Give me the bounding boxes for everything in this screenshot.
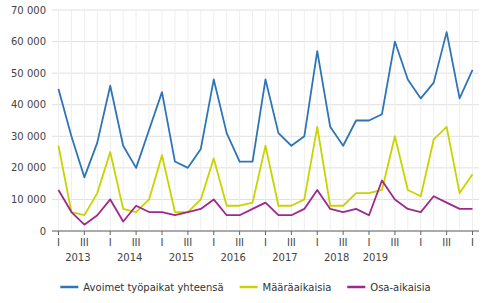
legend-label: Avoimet työpaikat yhteensä — [83, 282, 223, 293]
x-tick — [317, 231, 318, 235]
x-tick-label: III — [287, 237, 296, 248]
y-tick-label: 50 000 — [11, 68, 46, 79]
plot-area — [58, 32, 472, 225]
x-tick — [291, 231, 292, 235]
legend-item: Avoimet työpaikat yhteensä — [60, 282, 223, 293]
grid-line — [174, 10, 175, 231]
x-tick — [239, 231, 240, 235]
x-tick-label: I — [109, 237, 112, 248]
y-tick-label: 40 000 — [11, 99, 46, 110]
x-tick-label: I — [264, 237, 267, 248]
legend-label: Määräaikaisia — [263, 282, 332, 293]
x-axis — [52, 231, 479, 232]
grid-line — [136, 10, 137, 231]
grid-line — [213, 10, 214, 231]
x-tick — [394, 231, 395, 235]
annotation: 2014 — [117, 252, 142, 263]
y-tick-label: 60 000 — [11, 36, 46, 47]
y-tick-label: 30 000 — [11, 131, 46, 142]
x-tick — [161, 231, 162, 235]
legend-item: Osa-aikaisia — [347, 282, 430, 293]
grid-line — [84, 10, 85, 231]
grid-line — [58, 10, 59, 231]
grid-line — [110, 10, 111, 231]
x-tick-label: III — [442, 237, 451, 248]
y-tick-label: 70 000 — [11, 5, 46, 16]
x-tick — [343, 231, 344, 235]
grid-line — [278, 10, 279, 231]
x-tick-label: III — [132, 237, 141, 248]
x-tick — [420, 231, 421, 235]
grid-line — [407, 10, 408, 231]
x-tick-label: III — [390, 237, 399, 248]
legend-item: Määräaikaisia — [240, 282, 332, 293]
x-tick-label: I — [212, 237, 215, 248]
grid-line — [161, 10, 162, 231]
legend-swatch — [240, 286, 258, 289]
x-tick — [110, 231, 111, 235]
grid-line — [317, 10, 318, 231]
x-tick — [187, 231, 188, 235]
grid-line — [239, 10, 240, 231]
grid-line — [226, 10, 227, 231]
grid-line — [52, 231, 479, 232]
x-tick-label: III — [183, 237, 192, 248]
annotation: 2016 — [220, 252, 245, 263]
x-tick-label: I — [419, 237, 422, 248]
grid-line — [97, 10, 98, 231]
y-tick-label: 0 — [40, 226, 46, 237]
grid — [52, 10, 479, 231]
legend-label: Osa-aikaisia — [370, 282, 430, 293]
legend: Avoimet työpaikat yhteensä Määräaikaisia O… — [60, 282, 430, 293]
x-tick-label: III — [235, 237, 244, 248]
x-tick — [369, 231, 370, 235]
x-tick — [265, 231, 266, 235]
grid-line — [123, 10, 124, 231]
x-tick-label: III — [339, 237, 348, 248]
annotation: 2019 — [363, 252, 388, 263]
series-line — [58, 32, 472, 177]
grid-line — [291, 10, 292, 231]
x-tick-label: I — [368, 237, 371, 248]
x-tick-label: III — [80, 237, 89, 248]
x-tick — [58, 231, 59, 235]
annotation: 2018 — [324, 252, 349, 263]
x-tick-label: I — [57, 237, 60, 248]
legend-swatch — [60, 286, 78, 289]
grid-line — [446, 10, 447, 231]
grid-line — [71, 10, 72, 231]
x-tick — [213, 231, 214, 235]
x-tick — [84, 231, 85, 235]
grid-line — [343, 10, 344, 231]
legend-swatch — [347, 286, 365, 289]
series-line — [58, 180, 472, 224]
axes: 0 10 000 20 000 30 000 40 000 50 000 60 000 70 … — [11, 5, 479, 264]
x-tick — [446, 231, 447, 235]
annotation: 2013 — [65, 252, 90, 263]
x-tick — [472, 231, 473, 235]
x-tick-label: I — [161, 237, 164, 248]
grid-line — [472, 10, 473, 231]
grid-line — [187, 10, 188, 231]
grid-line — [265, 10, 266, 231]
grid-line — [420, 10, 421, 231]
x-tick-label: I — [471, 237, 474, 248]
annotation: 2015 — [169, 252, 194, 263]
annotation: 2017 — [272, 252, 297, 263]
y-tick-label: 20 000 — [11, 162, 46, 173]
x-tick-label: I — [316, 237, 319, 248]
y-tick-label: 10 000 — [11, 194, 46, 205]
grid-line — [459, 10, 460, 231]
grid-line — [381, 10, 382, 231]
x-tick — [136, 231, 137, 235]
chart: 0 10 000 20 000 30 000 40 000 50 000 60 000 70 … — [0, 0, 491, 303]
